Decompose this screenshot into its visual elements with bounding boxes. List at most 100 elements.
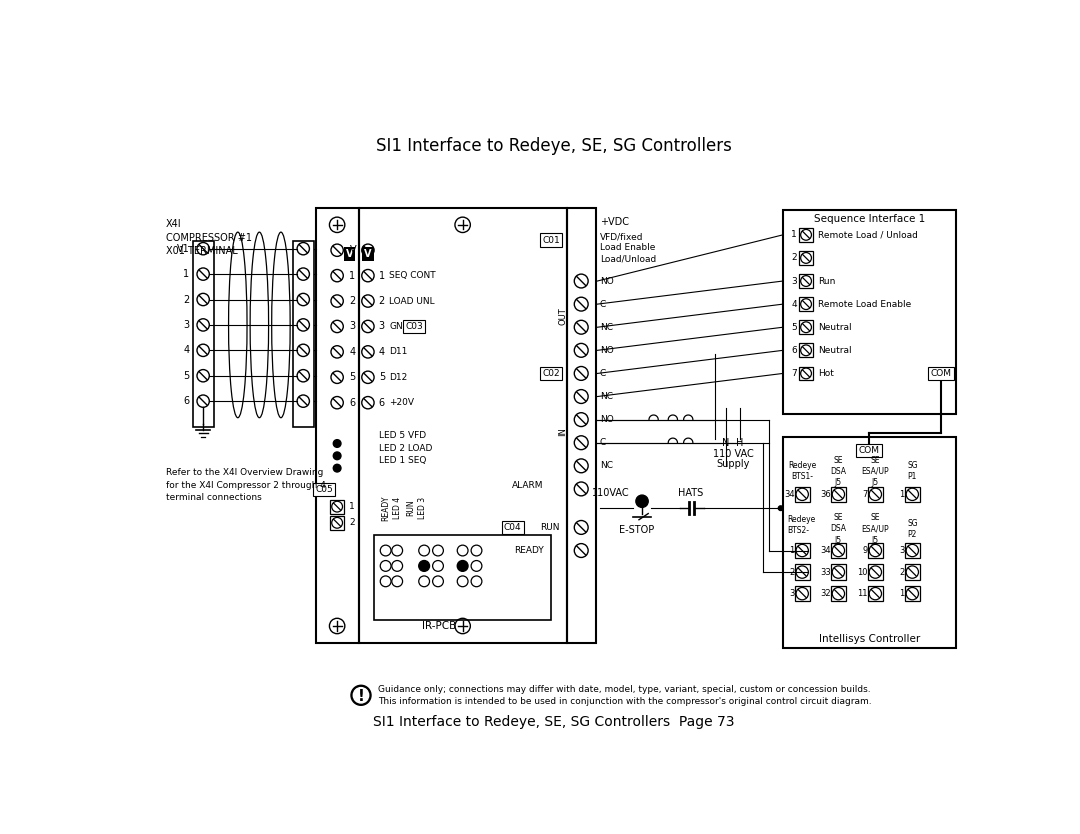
Text: Sequence Interface 1: Sequence Interface 1 — [813, 214, 924, 224]
Bar — [359, 208, 567, 643]
Text: 2: 2 — [350, 518, 355, 527]
Text: C: C — [599, 369, 606, 378]
Text: +20V: +20V — [390, 398, 415, 407]
Bar — [867, 586, 883, 601]
Text: 6: 6 — [184, 396, 189, 406]
Bar — [905, 543, 920, 558]
Text: 10: 10 — [858, 568, 867, 576]
Text: SG
P1: SG P1 — [907, 461, 918, 481]
Text: V: V — [346, 249, 353, 259]
Text: Remote Load Enable: Remote Load Enable — [819, 299, 912, 309]
Text: D11: D11 — [390, 348, 408, 356]
Text: D12: D12 — [390, 373, 408, 382]
Text: V: V — [350, 245, 356, 255]
Text: 6: 6 — [379, 398, 384, 408]
Text: 5: 5 — [183, 371, 189, 381]
Text: Guidance only; connections may differ with date, model, type, variant, special, : Guidance only; connections may differ wi… — [378, 686, 870, 695]
Circle shape — [779, 506, 783, 510]
Text: SE
ESA/UP
J5: SE ESA/UP J5 — [862, 514, 889, 545]
Text: SE
DSA
J5: SE DSA J5 — [831, 514, 847, 545]
Text: 3: 3 — [350, 321, 355, 331]
Bar — [799, 297, 813, 311]
Text: 2: 2 — [789, 568, 795, 576]
Circle shape — [334, 452, 341, 460]
Text: SE
ESA/UP
J5: SE ESA/UP J5 — [862, 455, 889, 487]
Text: NC: NC — [599, 392, 612, 401]
Text: Load/Unload: Load/Unload — [599, 254, 656, 264]
Text: GND: GND — [390, 322, 410, 331]
Bar — [316, 208, 359, 643]
Bar — [783, 210, 956, 414]
Text: 3: 3 — [379, 321, 384, 331]
Bar — [330, 516, 345, 530]
Circle shape — [353, 687, 368, 703]
Text: COM: COM — [859, 446, 880, 455]
Text: 4: 4 — [184, 345, 189, 355]
Text: Redeye
BTS1-: Redeye BTS1- — [788, 461, 816, 481]
Text: SI1 Interface to Redeye, SE, SG Controllers  Page 73: SI1 Interface to Redeye, SE, SG Controll… — [373, 716, 734, 729]
Text: 34: 34 — [820, 546, 831, 555]
Text: 1: 1 — [379, 271, 384, 280]
Bar — [193, 241, 214, 426]
Text: 3: 3 — [900, 546, 905, 555]
Text: Remote Load / Unload: Remote Load / Unload — [819, 230, 918, 239]
Text: LED 1 SEQ: LED 1 SEQ — [379, 456, 427, 465]
Text: 4: 4 — [350, 347, 355, 357]
Text: RUN: RUN — [406, 500, 415, 516]
Bar — [867, 486, 883, 502]
Bar — [330, 500, 345, 514]
Text: C03: C03 — [405, 322, 423, 331]
Text: +VDC: +VDC — [599, 217, 629, 227]
Bar — [831, 486, 846, 502]
Text: 1: 1 — [789, 546, 795, 555]
Text: Load Enable: Load Enable — [599, 244, 656, 253]
Text: READY: READY — [381, 495, 390, 521]
Circle shape — [636, 495, 648, 507]
Text: NO: NO — [599, 415, 613, 425]
Text: Intellisys Controller: Intellisys Controller — [819, 634, 920, 644]
Circle shape — [334, 440, 341, 447]
Text: SI1 Interface to Redeye, SE, SG Controllers: SI1 Interface to Redeye, SE, SG Controll… — [376, 138, 731, 155]
Text: 110 VAC: 110 VAC — [713, 450, 753, 460]
Text: 7: 7 — [791, 369, 797, 378]
Text: NO: NO — [599, 346, 613, 354]
Text: V: V — [364, 249, 372, 259]
Text: 5: 5 — [350, 372, 355, 382]
Text: LED 2 LOAD: LED 2 LOAD — [379, 444, 432, 453]
Text: H: H — [737, 438, 743, 448]
Text: 1: 1 — [900, 589, 905, 598]
Bar — [831, 586, 846, 601]
Text: 9: 9 — [863, 546, 867, 555]
Bar — [795, 565, 810, 580]
Text: 34: 34 — [784, 490, 795, 499]
Bar — [799, 274, 813, 288]
Text: This information is intended to be used in conjunction with the compressor's ori: This information is intended to be used … — [378, 697, 872, 706]
Text: 2: 2 — [350, 296, 355, 306]
Text: 2: 2 — [379, 296, 384, 306]
Text: 2: 2 — [792, 254, 797, 263]
Text: LED 4: LED 4 — [393, 497, 403, 520]
Text: 36: 36 — [820, 490, 831, 499]
Text: N: N — [723, 438, 730, 448]
Text: 1: 1 — [900, 490, 905, 499]
Text: IR-PCB: IR-PCB — [422, 621, 457, 631]
Text: 110VAC: 110VAC — [593, 488, 630, 498]
Bar — [799, 366, 813, 380]
Text: E-STOP: E-STOP — [619, 525, 654, 535]
Text: SG
P2: SG P2 — [907, 519, 918, 539]
Bar — [831, 565, 846, 580]
Bar — [905, 565, 920, 580]
Text: 1: 1 — [350, 271, 355, 280]
Text: V1: V1 — [176, 244, 189, 254]
Bar — [799, 320, 813, 334]
Text: 6: 6 — [350, 398, 355, 408]
Bar — [867, 543, 883, 558]
Circle shape — [457, 560, 468, 571]
Circle shape — [419, 560, 430, 571]
Text: C04: C04 — [504, 523, 522, 532]
Text: X4I
COMPRESSOR #1
X01 TERMINAL: X4I COMPRESSOR #1 X01 TERMINAL — [166, 219, 253, 256]
Text: Refer to the X4I Overview Drawing
for the X4I Compressor 2 through 4
terminal co: Refer to the X4I Overview Drawing for th… — [166, 468, 326, 502]
Bar — [799, 344, 813, 357]
Text: ALARM: ALARM — [512, 480, 543, 490]
Bar — [374, 535, 551, 620]
